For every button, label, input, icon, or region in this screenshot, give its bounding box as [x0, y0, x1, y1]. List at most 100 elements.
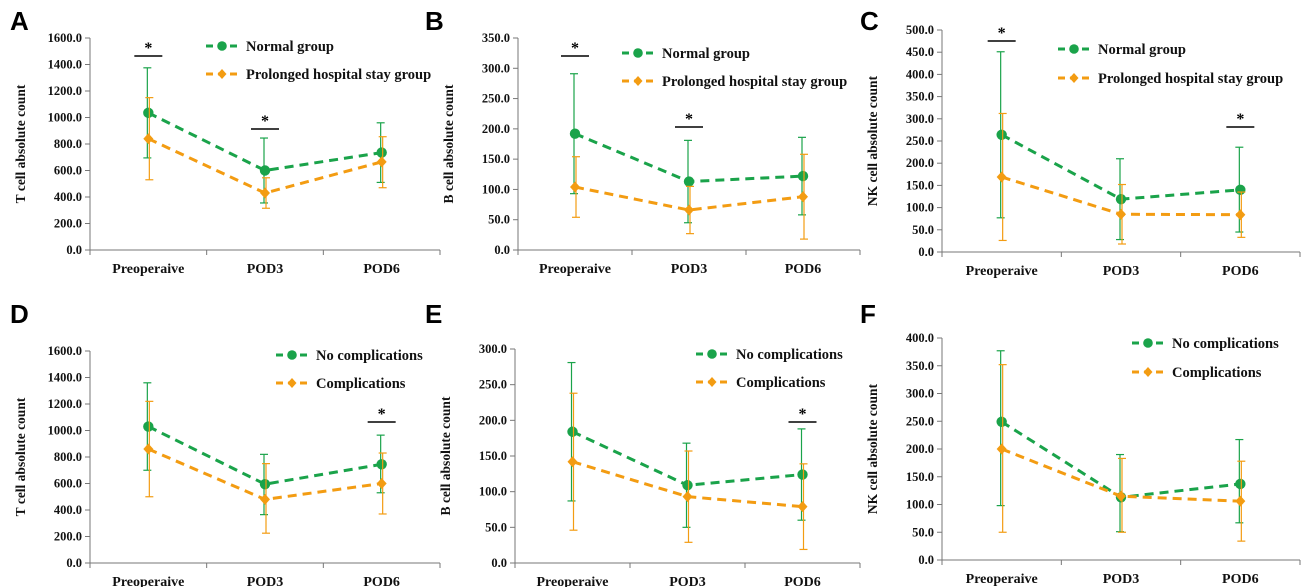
- data-point: [996, 416, 1007, 428]
- y-tick-label: 0.0: [494, 243, 510, 257]
- data-point: [260, 493, 270, 505]
- y-tick-label: 300.0: [906, 112, 934, 126]
- legend-marker: [707, 349, 717, 359]
- y-tick-label: 50.0: [912, 525, 934, 539]
- significance-marker: *: [261, 113, 269, 130]
- y-tick-label: 450.0: [906, 45, 934, 59]
- legend-marker: [633, 76, 643, 86]
- y-axis-label: NK cell absolute count: [865, 383, 880, 514]
- y-tick-label: 300.0: [906, 387, 934, 401]
- y-tick-label: 0.0: [491, 556, 507, 570]
- significance-marker: *: [571, 40, 579, 57]
- y-tick-label: 1400.0: [48, 58, 82, 72]
- data-point: [143, 133, 154, 145]
- data-point: [143, 107, 154, 119]
- panel-d: D 0.0 200.0 400.0 600.0 800.0 1000.0 1200.0 1400…: [10, 299, 441, 587]
- y-tick-label: 1400.0: [48, 371, 82, 385]
- data-point: [567, 456, 578, 468]
- data-point: [682, 491, 693, 503]
- legend-label: Prolonged hospital stay group: [662, 74, 847, 90]
- data-point: [797, 170, 809, 182]
- y-tick-label: 0.0: [918, 553, 934, 567]
- y-axis-label: B cell absolute count: [438, 396, 453, 515]
- data-point: [376, 156, 387, 168]
- x-tick-label: POD3: [1103, 264, 1140, 279]
- x-tick-label: Preoperaive: [112, 575, 184, 587]
- y-tick-label: 350.0: [906, 90, 934, 104]
- x-tick-label: POD6: [1222, 264, 1259, 279]
- data-point: [259, 165, 271, 176]
- y-tick-label: 250.0: [906, 134, 934, 148]
- x-tick-label: POD3: [1103, 572, 1140, 587]
- y-tick-label: 1200.0: [48, 397, 82, 411]
- panel-letter: D: [10, 299, 29, 329]
- data-point: [797, 469, 808, 480]
- y-tick-label: 400.0: [54, 503, 82, 517]
- y-tick-label: 1200.0: [48, 84, 82, 98]
- y-tick-label: 50.0: [912, 223, 934, 237]
- y-tick-label: 200.0: [54, 217, 82, 231]
- legend-entry: Prolonged hospital stay group: [206, 67, 431, 83]
- data-point: [1235, 184, 1246, 196]
- y-tick-label: 0.0: [66, 556, 82, 570]
- panel-letter: F: [860, 299, 876, 329]
- data-point: [1235, 209, 1246, 221]
- legend-marker: [217, 69, 227, 79]
- y-tick-label: 50.0: [485, 520, 507, 534]
- data-point: [797, 501, 808, 513]
- x-tick-label: POD3: [669, 575, 706, 587]
- legend-label: Complications: [736, 375, 826, 391]
- data-point: [570, 181, 580, 193]
- series-2: [567, 392, 808, 551]
- legend-entry: Complications: [696, 375, 826, 391]
- legend-label: No complications: [736, 347, 843, 363]
- data-point: [1116, 490, 1126, 502]
- data-point: [143, 443, 154, 455]
- legend-entry: Prolonged hospital stay group: [1058, 71, 1283, 87]
- panel-b: B 0.0 50.0 100.0 150.0 200.0 250.0 300.0 350.0 Pr…: [425, 6, 861, 277]
- y-axis-label: NK cell absolute count: [865, 75, 880, 206]
- y-tick-label: 150.0: [479, 449, 507, 463]
- y-tick-label: 200.0: [482, 122, 510, 136]
- legend-marker: [287, 378, 297, 388]
- y-tick-label: 1000.0: [48, 111, 82, 125]
- y-tick-label: 400.0: [906, 67, 934, 81]
- y-tick-label: 350.0: [906, 359, 934, 373]
- y-tick-label: 1000.0: [48, 424, 82, 438]
- y-axis-label: B cell absolute count: [441, 84, 456, 203]
- panel-letter: B: [425, 6, 444, 36]
- series-2: [143, 400, 387, 534]
- data-point: [1116, 208, 1126, 220]
- significance-marker: *: [1236, 111, 1244, 128]
- legend-entry: Complications: [276, 376, 406, 392]
- legend-label: Normal group: [246, 39, 334, 55]
- y-tick-label: 100.0: [906, 498, 934, 512]
- panel-c: C 0.0 50.0 100.0 150.0 200.0 250.0 300.0 350.0 40…: [860, 6, 1301, 279]
- series-2: [570, 153, 808, 240]
- legend-marker: [633, 48, 643, 58]
- data-point: [260, 187, 270, 199]
- data-point: [996, 171, 1007, 183]
- y-tick-label: 150.0: [906, 178, 934, 192]
- x-tick-label: POD3: [247, 262, 284, 277]
- series-line: [147, 447, 382, 501]
- y-tick-label: 0.0: [918, 245, 934, 259]
- x-tick-label: POD6: [363, 575, 400, 587]
- y-tick-label: 300.0: [482, 61, 510, 75]
- y-tick-label: 1600.0: [48, 344, 82, 358]
- data-point: [143, 421, 154, 432]
- y-tick-label: 200.0: [906, 156, 934, 170]
- y-tick-label: 150.0: [482, 152, 510, 166]
- y-tick-label: 0.0: [66, 243, 82, 257]
- panel-letter: C: [860, 6, 879, 36]
- series-1: [143, 67, 387, 204]
- y-tick-label: 800.0: [54, 137, 82, 151]
- legend-entry: No complications: [1132, 336, 1279, 352]
- significance-marker: *: [378, 406, 386, 423]
- data-point: [259, 478, 271, 490]
- series-2: [143, 97, 387, 209]
- panel-e: E 0.0 50.0 100.0 150.0 200.0 250.0 300.0 Preoper…: [425, 299, 861, 587]
- legend-entry: Prolonged hospital stay group: [622, 74, 847, 90]
- data-point: [1235, 495, 1246, 507]
- legend-entry: Normal group: [622, 46, 750, 62]
